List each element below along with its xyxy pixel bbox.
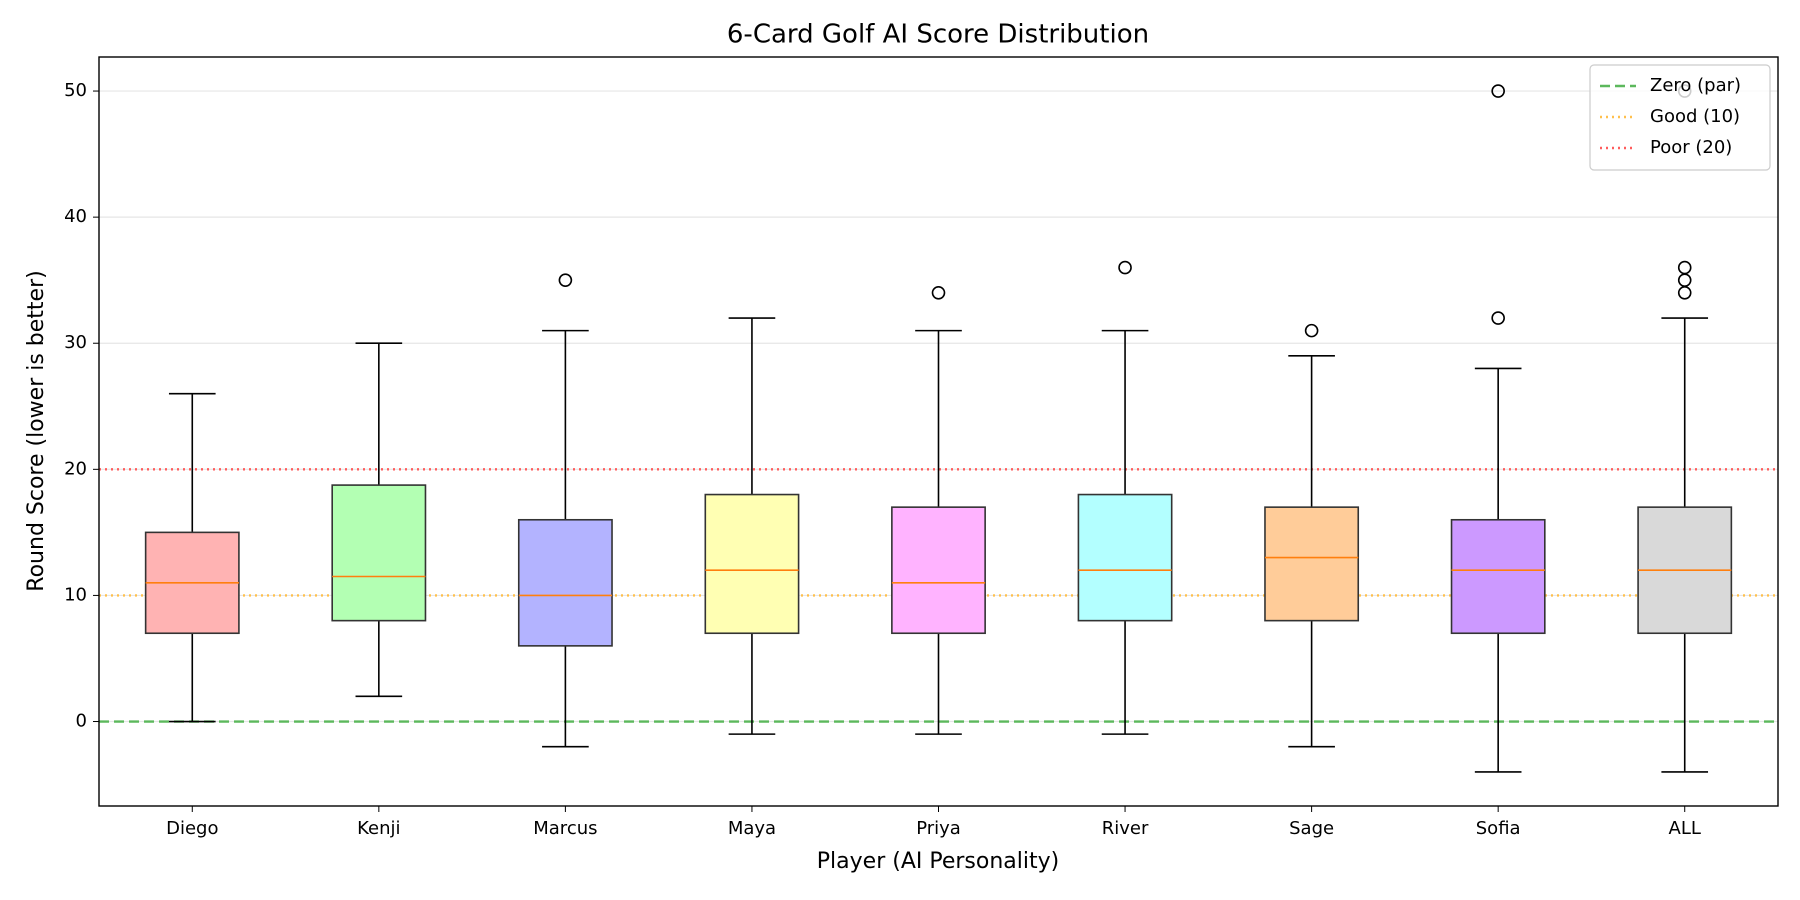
x-tick-label: Diego xyxy=(166,818,218,839)
legend-label: Zero (par) xyxy=(1650,75,1741,96)
box xyxy=(891,506,986,635)
y-tick-label: 0 xyxy=(76,711,87,732)
box xyxy=(1077,493,1173,622)
x-tick-label: Marcus xyxy=(533,818,597,839)
outlier xyxy=(558,273,573,287)
outlier xyxy=(1304,323,1319,338)
x-tick-label: Sage xyxy=(1289,818,1334,839)
outlier xyxy=(1677,285,1692,300)
y-tick-label: 10 xyxy=(64,584,87,605)
plot-frame xyxy=(98,56,1779,807)
x-axis-label: Player (AI Personality) xyxy=(817,849,1059,874)
x-tick-label: Sofia xyxy=(1476,818,1521,839)
outlier xyxy=(1677,273,1692,287)
x-tick-label: Kenji xyxy=(357,818,400,839)
y-tick-label: 50 xyxy=(64,80,87,101)
outlier xyxy=(1491,311,1505,325)
box xyxy=(1264,506,1360,622)
legend-label: Poor (20) xyxy=(1650,137,1732,158)
outlier xyxy=(1677,260,1692,275)
y-tick-label: 30 xyxy=(64,332,87,353)
y-axis-label: Round Score (lower is better) xyxy=(24,270,49,591)
legend-label: Good (10) xyxy=(1650,106,1740,127)
box xyxy=(1450,518,1546,635)
y-tick-label: 40 xyxy=(64,206,87,227)
outlier xyxy=(1491,84,1505,98)
legend-box xyxy=(1589,64,1771,171)
outlier xyxy=(1118,260,1132,275)
x-tick-label: River xyxy=(1102,818,1149,839)
box xyxy=(517,518,613,647)
box xyxy=(331,484,427,622)
x-tick-label: Priya xyxy=(916,818,961,839)
chart-title: 6-Card Golf AI Score Distribution xyxy=(727,20,1149,50)
outlier xyxy=(931,285,946,300)
x-tick-label: ALL xyxy=(1669,818,1701,839)
x-tick-label: Maya xyxy=(728,818,776,839)
y-tick-label: 20 xyxy=(64,458,87,479)
box xyxy=(704,493,800,635)
